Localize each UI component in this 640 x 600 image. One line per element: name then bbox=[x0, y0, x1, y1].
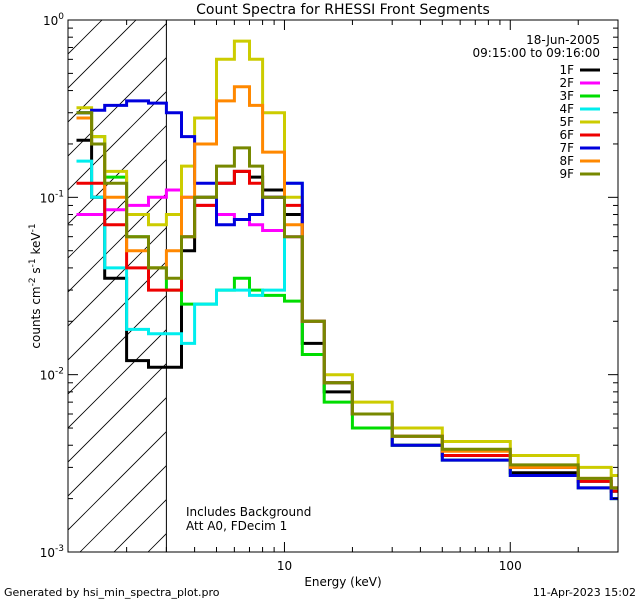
legend-label-4F: 4F bbox=[559, 102, 574, 116]
hatch-line bbox=[68, 397, 167, 497]
hatch-line bbox=[79, 465, 167, 552]
legend-label-9F: 9F bbox=[559, 167, 574, 181]
x-tick-label: 10 bbox=[277, 559, 292, 573]
time-range-label: 09:15:00 to 09:16:00 bbox=[473, 46, 600, 60]
y-tick-label: 10-2 bbox=[40, 367, 64, 383]
y-tick-label: 100 bbox=[43, 12, 64, 28]
x-tick-label: 100 bbox=[499, 559, 522, 573]
legend-label-3F: 3F bbox=[559, 89, 574, 103]
series-line-6F bbox=[76, 169, 618, 493]
series-line-7F bbox=[76, 99, 618, 501]
legend-label-8F: 8F bbox=[559, 154, 574, 168]
legend-label-2F: 2F bbox=[559, 76, 574, 90]
hatch-line bbox=[68, 193, 167, 293]
legend-label-5F: 5F bbox=[559, 115, 574, 129]
plot-frame bbox=[67, 19, 619, 553]
hatch-line bbox=[0, 0, 102, 552]
hatch-line bbox=[68, 20, 103, 55]
annotation-attenuator: Att A0, FDecim 1 bbox=[186, 519, 287, 533]
chart-title: Count Spectra for RHESSI Front Segments bbox=[196, 2, 490, 18]
series-line-8F bbox=[76, 85, 618, 490]
footer-timestamp: 11-Apr-2023 15:02 bbox=[533, 586, 636, 599]
hatch-line bbox=[68, 23, 167, 123]
series-line-9F bbox=[76, 111, 618, 490]
hatch-line bbox=[216, 0, 640, 552]
annotation-background: Includes Background bbox=[186, 505, 311, 519]
y-tick-label: 10-3 bbox=[40, 544, 64, 560]
hatch-line bbox=[68, 227, 167, 327]
footer-generated-by: Generated by hsi_min_spectra_plot.pro bbox=[4, 586, 220, 599]
hatch-line bbox=[68, 363, 167, 463]
y-axis-label: counts cm-2 s-1 keV-1 bbox=[28, 223, 43, 348]
legend-label-7F: 7F bbox=[559, 141, 574, 155]
hatch-line bbox=[68, 295, 167, 395]
x-axis-label: Energy (keV) bbox=[304, 575, 381, 589]
axis-ticks: 10 100 10-3 10-2 10-1 100 bbox=[40, 12, 618, 573]
series-layer bbox=[76, 39, 618, 501]
hatch-line bbox=[68, 20, 137, 89]
series-line-2F bbox=[76, 188, 618, 490]
attenuator-hatch-region bbox=[0, 0, 640, 552]
legend-label-6F: 6F bbox=[559, 128, 574, 142]
series-line-1F bbox=[76, 138, 618, 493]
series-line-4F bbox=[76, 159, 618, 493]
date-label: 18-Jun-2005 bbox=[526, 33, 600, 47]
series-line-5F bbox=[76, 39, 618, 477]
hatch-line bbox=[68, 431, 167, 531]
legend-label-1F: 1F bbox=[559, 63, 574, 77]
y-tick-label: 10-1 bbox=[40, 189, 64, 205]
hatch-line bbox=[68, 125, 167, 225]
hatch-line bbox=[68, 159, 167, 259]
hatch-line bbox=[68, 329, 167, 429]
hatch-line bbox=[68, 91, 167, 191]
hatch-line bbox=[68, 261, 167, 361]
